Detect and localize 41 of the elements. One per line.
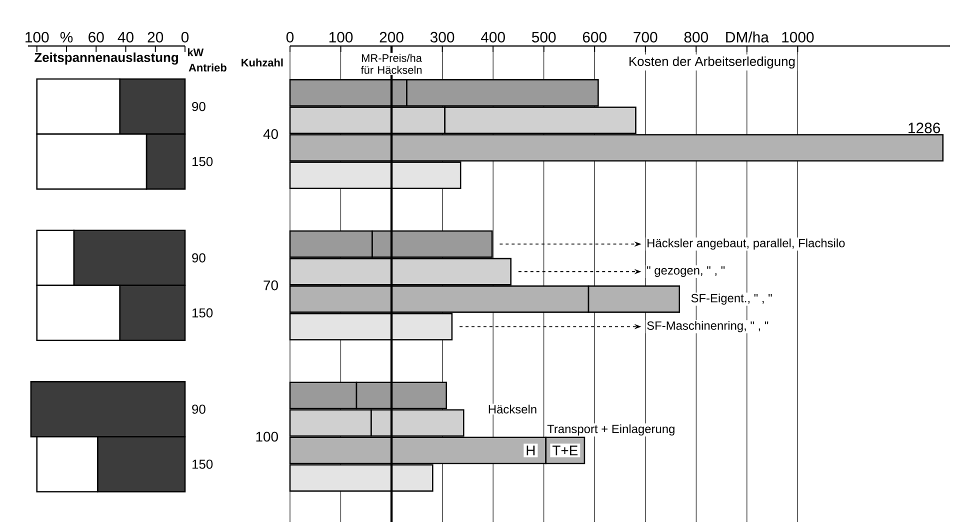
text: 100 <box>256 432 278 442</box>
series-label: T+E <box>552 446 578 456</box>
x-tick-label: 0 <box>181 32 189 42</box>
x-axis-title: Zeitspannenauslastung <box>34 52 178 65</box>
text: 40 <box>263 129 278 139</box>
annotation: Häcksler angebaut, parallel, Flachsilo <box>648 238 845 250</box>
text: 70 <box>264 280 278 290</box>
x-tick-label: 100 <box>329 32 353 42</box>
y-tick-label: 90 <box>192 102 206 112</box>
x-tick-label: % <box>60 32 73 42</box>
x-tick-label: 400 <box>480 32 505 42</box>
x-tick-label: 100 <box>26 32 49 42</box>
x-tick-label: 0 <box>286 32 294 42</box>
x-tick-label: 800 <box>684 32 708 42</box>
annotation: Häckseln <box>488 404 536 414</box>
x-tick-label: 20 <box>148 32 164 42</box>
x-tick-label: 600 <box>582 32 606 42</box>
y-tick-label: 150 <box>192 460 213 469</box>
ref-line-label: MR-Preis/ha für Häckseln <box>360 54 422 74</box>
text: kW <box>188 48 204 56</box>
data-label: 1286 <box>908 122 940 134</box>
annotation: " gezogen, " , " <box>647 266 725 277</box>
x-tick-label: 200 <box>380 32 404 42</box>
x-tick-label: 40 <box>118 32 134 42</box>
y-tick-label: 150 <box>192 156 213 166</box>
x-tick-label: 300 <box>430 32 454 42</box>
text: Kosten der Arbeitserledigung <box>630 56 795 69</box>
x-tick-label: DM/ha <box>726 32 769 42</box>
y-tick-label: 90 <box>192 404 206 414</box>
annotation: SF-Eigent., " , " <box>691 294 772 305</box>
x-tick-label: 500 <box>532 32 556 42</box>
y-axis-title: Kuhzahl <box>242 58 283 67</box>
y-tick-label: 90 <box>192 253 206 262</box>
y-tick-label: 150 <box>192 308 213 318</box>
y-axis-title: Antrieb <box>188 63 226 72</box>
x-tick-label: 60 <box>88 32 104 42</box>
x-tick-label: 700 <box>634 32 658 42</box>
annotation: SF-Maschinenring, " , " <box>647 321 768 332</box>
series-label: H <box>526 446 535 456</box>
x-tick-label: 1000 <box>782 32 814 42</box>
annotation: Transport + Einlagerung <box>547 424 674 436</box>
